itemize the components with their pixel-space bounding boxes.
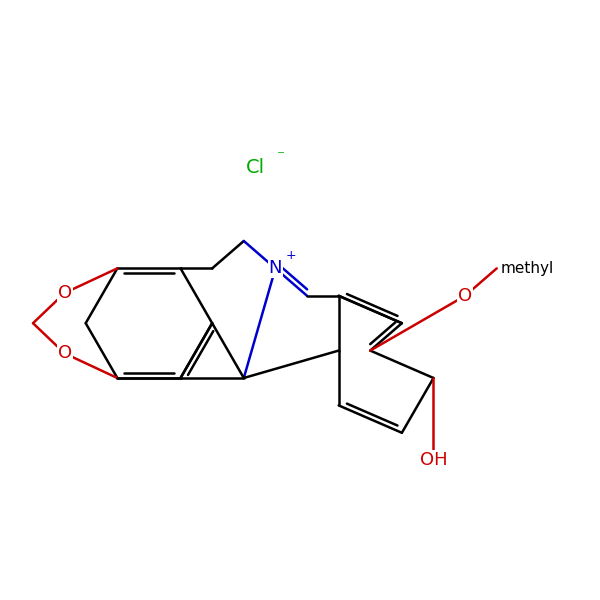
Text: methyl: methyl (500, 261, 553, 276)
Text: OH: OH (419, 451, 448, 469)
Text: O: O (58, 284, 71, 302)
Text: Cl: Cl (246, 158, 265, 178)
Text: O: O (58, 344, 71, 362)
Text: N: N (269, 259, 282, 277)
Text: O: O (458, 287, 472, 305)
Text: +: + (286, 249, 296, 262)
Text: ⁻: ⁻ (277, 148, 285, 163)
